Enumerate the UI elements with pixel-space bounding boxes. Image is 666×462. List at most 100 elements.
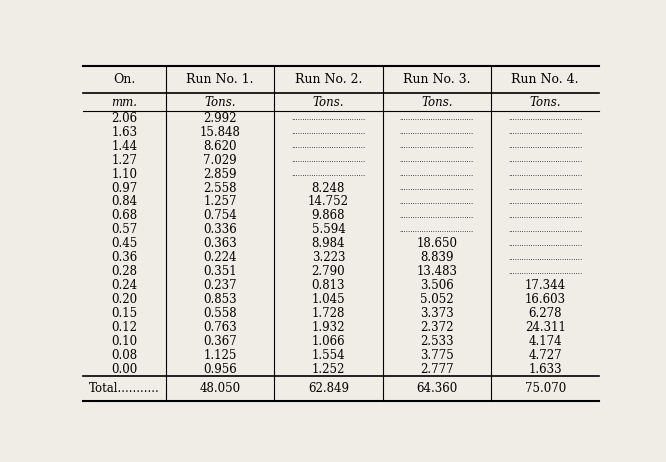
Text: Run No. 2.: Run No. 2.	[295, 73, 362, 86]
Text: 8.839: 8.839	[420, 251, 454, 264]
Text: mm.: mm.	[111, 96, 138, 109]
Text: 0.763: 0.763	[203, 321, 237, 334]
Text: 3.373: 3.373	[420, 307, 454, 320]
Text: 0.853: 0.853	[203, 293, 237, 306]
Text: 3.506: 3.506	[420, 279, 454, 292]
Text: .................................: .................................	[400, 114, 474, 122]
Text: 1.252: 1.252	[312, 363, 345, 376]
Text: 3.223: 3.223	[312, 251, 345, 264]
Text: 0.28: 0.28	[111, 265, 138, 278]
Text: 18.650: 18.650	[416, 237, 458, 250]
Text: 2.777: 2.777	[420, 363, 454, 376]
Text: .................................: .................................	[508, 142, 582, 150]
Text: On.: On.	[113, 73, 136, 86]
Text: .................................: .................................	[508, 240, 582, 248]
Text: 0.24: 0.24	[111, 279, 138, 292]
Text: 8.984: 8.984	[312, 237, 345, 250]
Text: 0.363: 0.363	[203, 237, 237, 250]
Text: 7.029: 7.029	[203, 153, 237, 167]
Text: .................................: .................................	[508, 226, 582, 234]
Text: 0.754: 0.754	[203, 209, 237, 222]
Text: 2.790: 2.790	[312, 265, 345, 278]
Text: 1.63: 1.63	[111, 126, 138, 139]
Text: .................................: .................................	[508, 184, 582, 192]
Text: Run No. 3.: Run No. 3.	[403, 73, 471, 86]
Text: 24.311: 24.311	[525, 321, 565, 334]
Text: Tons.: Tons.	[204, 96, 236, 109]
Text: 0.20: 0.20	[111, 293, 138, 306]
Text: 15.848: 15.848	[200, 126, 240, 139]
Text: 1.10: 1.10	[111, 168, 138, 181]
Text: 16.603: 16.603	[525, 293, 565, 306]
Text: .................................: .................................	[291, 170, 366, 178]
Text: .................................: .................................	[508, 267, 582, 276]
Text: 4.727: 4.727	[528, 349, 562, 362]
Text: 1.44: 1.44	[111, 140, 138, 152]
Text: Run No. 1.: Run No. 1.	[186, 73, 254, 86]
Text: .................................: .................................	[400, 142, 474, 150]
Text: 13.483: 13.483	[416, 265, 458, 278]
Text: .................................: .................................	[508, 170, 582, 178]
Text: .................................: .................................	[400, 184, 474, 192]
Text: .................................: .................................	[400, 212, 474, 220]
Text: 1.27: 1.27	[111, 153, 138, 167]
Text: 1.045: 1.045	[312, 293, 345, 306]
Text: 2.533: 2.533	[420, 335, 454, 348]
Text: .................................: .................................	[508, 254, 582, 262]
Text: Tons.: Tons.	[312, 96, 344, 109]
Text: .................................: .................................	[508, 156, 582, 164]
Text: 5.052: 5.052	[420, 293, 454, 306]
Text: 1.633: 1.633	[528, 363, 562, 376]
Text: 2.06: 2.06	[111, 112, 138, 125]
Text: 14.752: 14.752	[308, 195, 349, 208]
Text: 2.558: 2.558	[203, 182, 237, 195]
Text: 1.257: 1.257	[203, 195, 237, 208]
Text: .................................: .................................	[400, 170, 474, 178]
Text: Total...........: Total...........	[89, 382, 160, 395]
Text: .................................: .................................	[291, 114, 366, 122]
Text: 62.849: 62.849	[308, 382, 349, 395]
Text: 0.68: 0.68	[111, 209, 138, 222]
Text: .................................: .................................	[291, 142, 366, 150]
Text: .................................: .................................	[291, 156, 366, 164]
Text: 0.336: 0.336	[203, 223, 237, 237]
Text: 0.36: 0.36	[111, 251, 138, 264]
Text: 6.278: 6.278	[528, 307, 562, 320]
Text: 0.224: 0.224	[203, 251, 237, 264]
Text: 64.360: 64.360	[416, 382, 458, 395]
Text: .................................: .................................	[400, 128, 474, 136]
Text: 0.813: 0.813	[312, 279, 345, 292]
Text: 8.620: 8.620	[203, 140, 237, 152]
Text: 2.859: 2.859	[203, 168, 237, 181]
Text: Tons.: Tons.	[529, 96, 561, 109]
Text: Tons.: Tons.	[421, 96, 453, 109]
Text: 0.15: 0.15	[111, 307, 138, 320]
Text: 0.00: 0.00	[111, 363, 138, 376]
Text: 1.066: 1.066	[312, 335, 345, 348]
Text: 0.558: 0.558	[203, 307, 237, 320]
Text: 1.125: 1.125	[203, 349, 236, 362]
Text: .................................: .................................	[508, 198, 582, 206]
Text: .................................: .................................	[508, 128, 582, 136]
Text: 0.351: 0.351	[203, 265, 237, 278]
Text: 0.45: 0.45	[111, 237, 138, 250]
Text: .................................: .................................	[400, 226, 474, 234]
Text: .................................: .................................	[508, 114, 582, 122]
Text: 0.10: 0.10	[111, 335, 138, 348]
Text: 1.554: 1.554	[312, 349, 345, 362]
Text: 2.372: 2.372	[420, 321, 454, 334]
Text: 2.992: 2.992	[203, 112, 237, 125]
Text: .................................: .................................	[400, 198, 474, 206]
Text: .................................: .................................	[400, 156, 474, 164]
Text: 75.070: 75.070	[525, 382, 566, 395]
Text: 0.237: 0.237	[203, 279, 237, 292]
Text: 48.050: 48.050	[200, 382, 240, 395]
Text: Run No. 4.: Run No. 4.	[511, 73, 579, 86]
Text: 1.932: 1.932	[312, 321, 345, 334]
Text: 3.775: 3.775	[420, 349, 454, 362]
Text: 0.12: 0.12	[111, 321, 138, 334]
Text: 0.97: 0.97	[111, 182, 138, 195]
Text: 5.594: 5.594	[312, 223, 345, 237]
Text: 0.57: 0.57	[111, 223, 138, 237]
Text: 0.367: 0.367	[203, 335, 237, 348]
